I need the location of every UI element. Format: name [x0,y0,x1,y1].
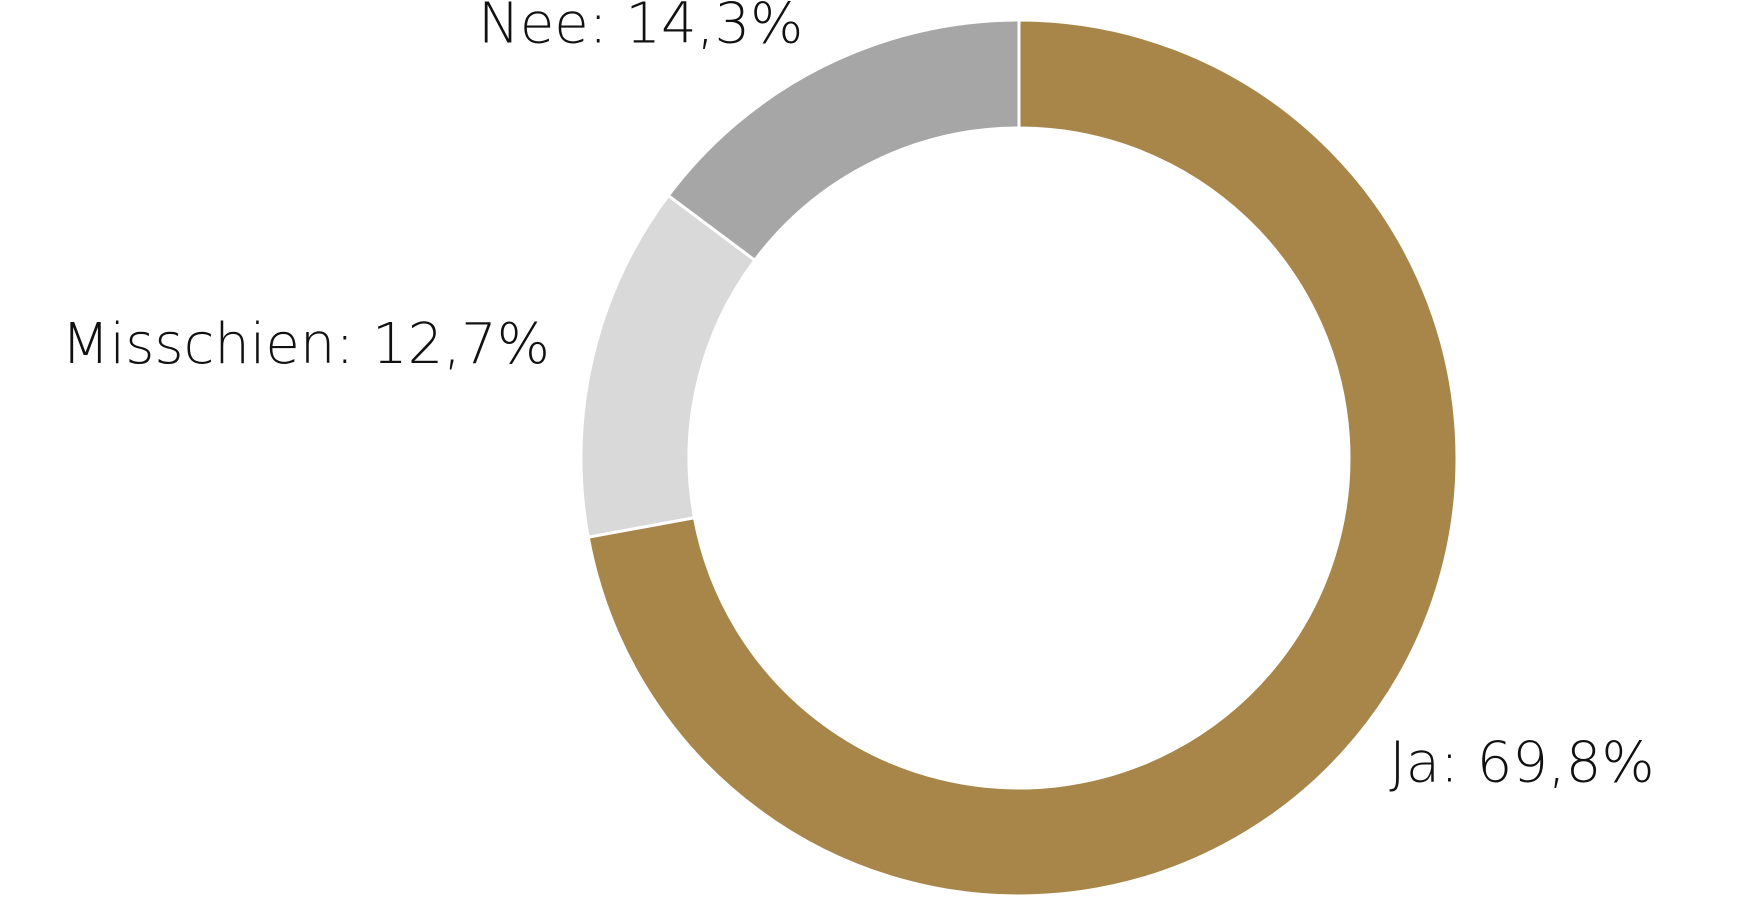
donut-segment [586,18,1459,898]
segment-label: Nee: 14,3% [478,0,803,56]
donut-segment [666,18,1021,263]
segment-label: Ja: 69,8% [1389,731,1654,796]
donut-segment [579,193,757,539]
segment-label: Misschien: 12,7% [61,312,550,377]
